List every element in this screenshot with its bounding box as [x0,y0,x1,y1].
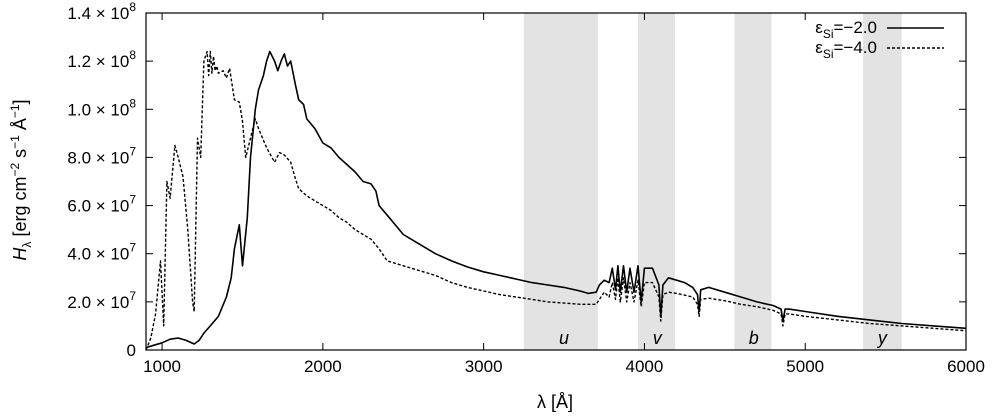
band-label-u: u [559,328,569,348]
band-label-v: v [653,328,663,348]
y-tick-label: 4.0 × 107 [67,241,136,264]
y-tick-label: 6.0 × 107 [67,193,136,216]
band-y [863,13,902,350]
legend-label-si-2: εSi=−2.0 [815,18,877,41]
y-tick-label: 2.0 × 107 [67,289,136,312]
x-tick-label: 5000 [786,357,824,376]
x-axis-label: λ [Å] [537,392,573,412]
band-label-y: y [876,328,888,348]
y-tick-label: 1.2 × 108 [67,48,136,71]
series-lines [145,50,967,351]
x-tick-label: 4000 [626,357,664,376]
y-tick-label: 0 [127,341,136,360]
y-axis-label: Hλ [erg cm−2 s−1 Å−1] [8,99,34,260]
plot-frame [145,12,967,351]
x-tick-label: 6000 [947,357,985,376]
x-axis-ticks: 1000 2000 3000 4000 5000 6000 [143,13,985,376]
band-label-b: b [749,328,759,348]
y-axis-ticks: 0 2.0 × 107 4.0 × 107 6.0 × 107 8.0 × 107 1.0… [67,0,966,360]
legend: εSi=−2.0 εSi=−4.0 [815,18,944,61]
band-b [734,13,772,350]
series-line-si-2 [145,50,967,349]
band-u [523,13,598,350]
x-tick-label: 3000 [465,357,503,376]
y-tick-label: 1.4 × 108 [67,0,136,23]
band-v [638,13,675,350]
y-tick-label: 8.0 × 107 [67,144,136,167]
y-tick-label: 1.0 × 108 [67,96,136,119]
legend-label-si-4: εSi=−4.0 [815,38,877,61]
x-tick-label: 1000 [143,357,181,376]
x-tick-label: 2000 [304,357,342,376]
